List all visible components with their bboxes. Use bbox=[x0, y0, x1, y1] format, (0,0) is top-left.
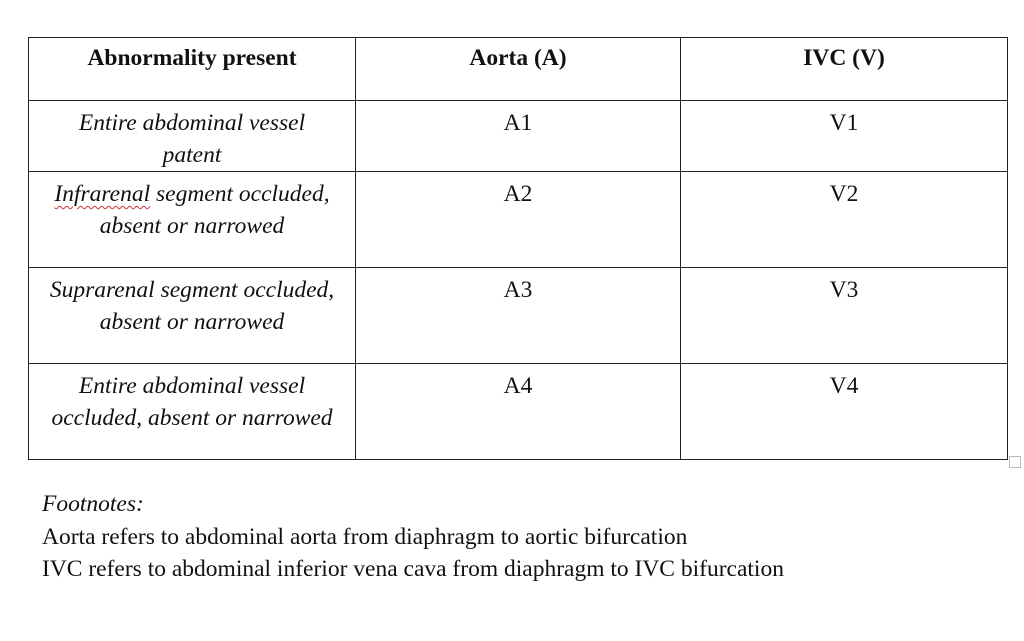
abnormality-cell: Suprarenal segment occluded, absent or n… bbox=[28, 267, 356, 364]
footnote-line: IVC refers to abdominal inferior vena ca… bbox=[42, 556, 784, 582]
abnormality-cell: Entire abdominal vessel patent bbox=[28, 100, 356, 172]
table-header-row: Abnormality present Aorta (A) IVC (V) bbox=[28, 37, 1008, 101]
footnotes-title: Footnotes: bbox=[42, 491, 144, 517]
aorta-cell: A2 bbox=[355, 171, 681, 268]
table-row: Infrarenal segment occluded, absent or n… bbox=[28, 171, 1008, 268]
table-row: Entire abdominal vessel patent A1 V1 bbox=[28, 100, 1008, 172]
ivc-cell: V2 bbox=[680, 171, 1008, 268]
table-row: Suprarenal segment occluded, absent or n… bbox=[28, 267, 1008, 364]
header-ivc: IVC (V) bbox=[680, 37, 1008, 101]
ivc-cell: V3 bbox=[680, 267, 1008, 364]
spellcheck-underlined-word[interactable]: Infrarenal bbox=[54, 181, 151, 207]
aorta-cell: A3 bbox=[355, 267, 681, 364]
abnormality-cell: Infrarenal segment occluded, absent or n… bbox=[28, 171, 356, 268]
aorta-cell: A4 bbox=[355, 363, 681, 460]
abnormality-table: Abnormality present Aorta (A) IVC (V) En… bbox=[28, 37, 1008, 460]
abnormality-text: segment occluded, absent or narrowed bbox=[99, 181, 330, 239]
header-aorta: Aorta (A) bbox=[355, 37, 681, 101]
header-abnormality: Abnormality present bbox=[28, 37, 356, 101]
table-row: Entire abdominal vessel occluded, absent… bbox=[28, 363, 1008, 460]
footnote-line: Aorta refers to abdominal aorta from dia… bbox=[42, 524, 688, 550]
table-resize-handle[interactable] bbox=[1009, 456, 1021, 468]
aorta-cell: A1 bbox=[355, 100, 681, 172]
ivc-cell: V1 bbox=[680, 100, 1008, 172]
ivc-cell: V4 bbox=[680, 363, 1008, 460]
abnormality-cell: Entire abdominal vessel occluded, absent… bbox=[28, 363, 356, 460]
